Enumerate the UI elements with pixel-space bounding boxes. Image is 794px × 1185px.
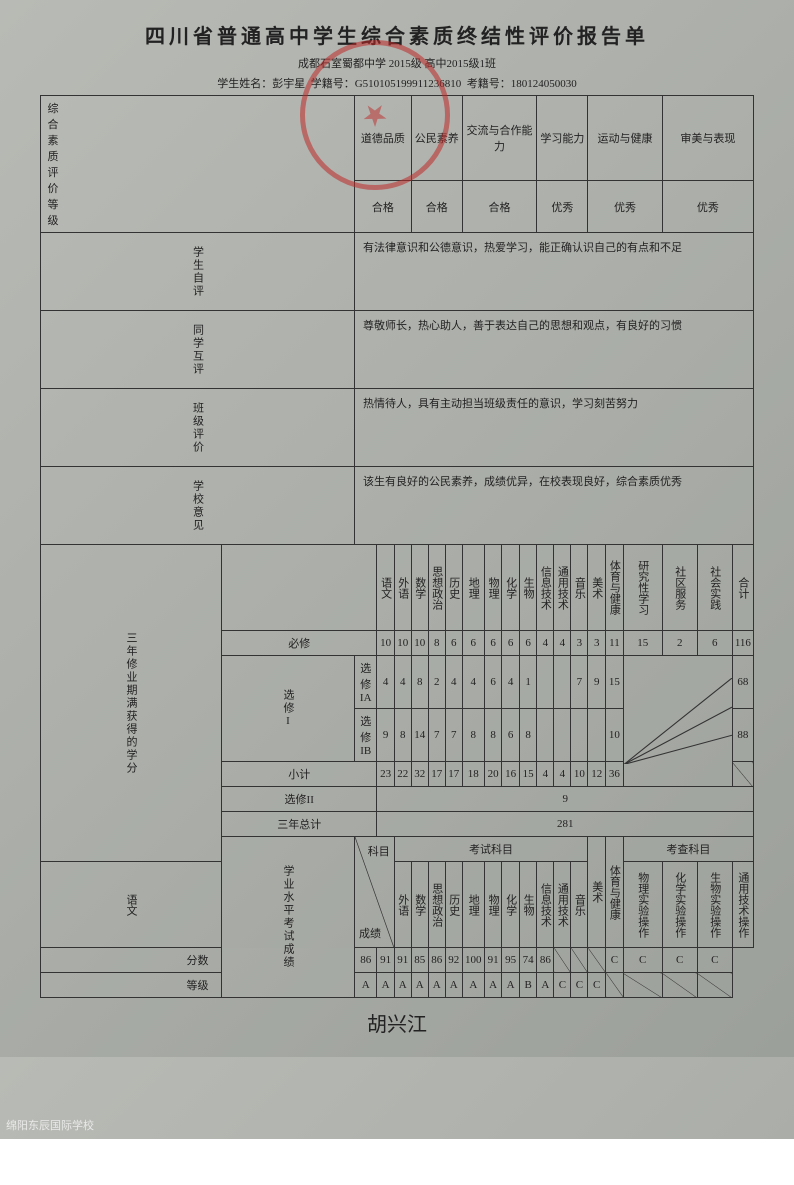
page-title: 四川省普通高中学生综合素质终结性评价报告单 [40, 20, 754, 49]
signature: 胡兴江 [40, 1008, 754, 1037]
watermark: 绵阳东辰国际学校 [6, 1117, 94, 1133]
school-line: 成都石室蜀都中学 2015级 高中2015级1班 [40, 55, 754, 71]
student-info: 学生姓名：彭宇星 学籍号：G510105199911236810 考籍号：180… [40, 75, 754, 91]
main-table: 综合素质评价等级 道德品质 公民素养 交流与合作能力 学习能力 运动与健康 审美… [40, 95, 754, 998]
